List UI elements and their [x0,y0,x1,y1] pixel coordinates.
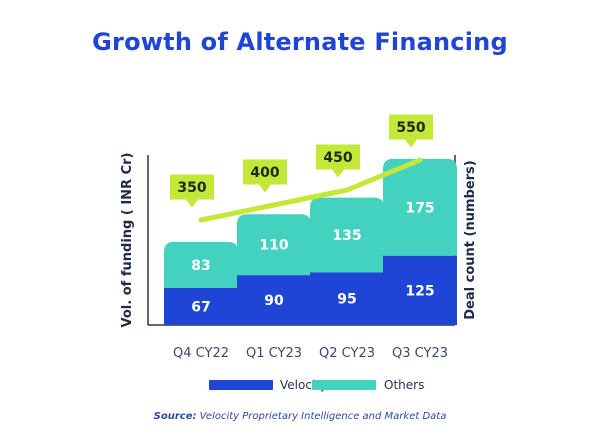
bars-group: 83 67 110 90 135 95 175 125 [164,158,457,325]
x-tick-labels: Q4 CY22 Q1 CY23 Q2 CY23 Q3 CY23 [173,346,448,361]
bar-others-3 [310,197,384,273]
bar-label-others-4: 175 [405,200,434,216]
y-axis-title: Vol. of funding ( INR Cr) [120,153,135,328]
y2-axis-title: Deal count (numbers) [463,160,478,319]
callout-label-1: 350 [177,180,206,196]
bar-velocity-4 [383,255,457,325]
source-text: Velocity Proprietary Intelligence and Ma… [196,411,447,422]
callout-box-2 [243,159,287,193]
callouts-group: 350 400 450 550 [170,114,433,208]
legend-swatch-velocity [209,380,273,390]
bar-label-velocity-2: 90 [264,293,284,309]
bar-velocity-1 [164,287,238,325]
legend-swatch-others [312,380,376,390]
bar-label-velocity-3: 95 [337,292,356,308]
callout-label-4: 550 [396,120,425,136]
bar-others-4 [383,158,457,256]
bar-velocity-3 [310,272,384,325]
callout-box-1 [170,174,214,208]
callout-box-4 [389,114,433,148]
callout-label-3: 450 [323,150,352,166]
source-note: Source: Velocity Proprietary Intelligenc… [0,411,600,422]
bar-label-velocity-1: 67 [191,299,210,315]
bar-others-1 [164,241,238,288]
bar-label-others-3: 135 [332,228,361,244]
legend-label-others: Others [384,378,424,392]
line-layer [198,157,423,223]
chart-title: Growth of Alternate Financing [92,28,508,56]
x-tick-label-3: Q2 CY23 [319,346,375,361]
x-tick-label-1: Q4 CY22 [173,346,229,361]
source-label: Source: [153,411,197,422]
legend: Velocity Others [209,378,424,392]
deal-count-line [198,157,423,223]
bar-velocity-2 [237,275,311,325]
callout-box-3 [316,144,360,178]
x-tick-label-4: Q3 CY23 [392,346,448,361]
bar-others-2 [237,214,311,276]
bar-label-others-2: 110 [259,238,288,254]
x-tick-label-2: Q1 CY23 [246,346,302,361]
callout-label-2: 400 [250,165,279,181]
bar-label-velocity-4: 125 [405,283,434,299]
bar-label-others-1: 83 [191,258,210,274]
